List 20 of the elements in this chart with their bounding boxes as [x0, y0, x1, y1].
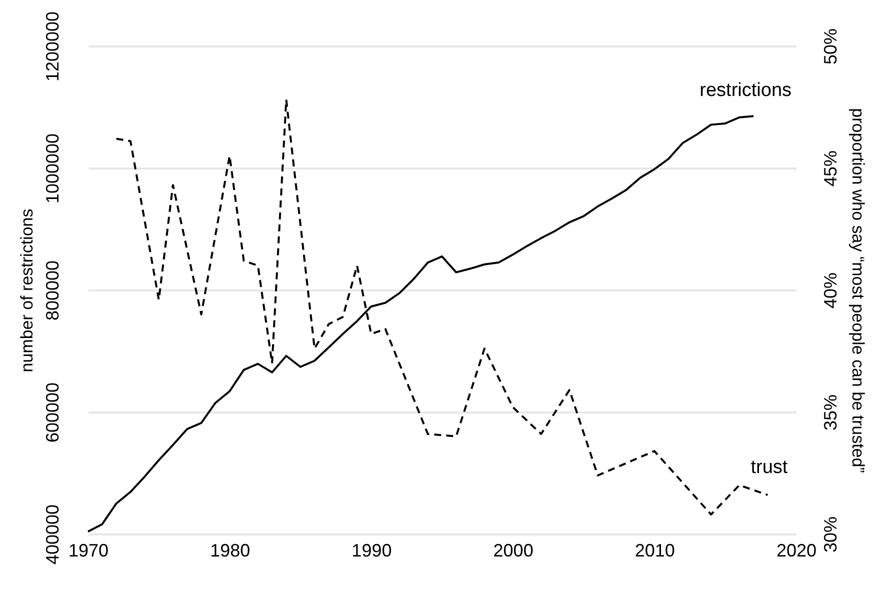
- y2-axis-title: proportion who say “most people can be trusted”: [848, 108, 868, 474]
- x-tick-label: 1970: [68, 540, 109, 560]
- y2-tick-label: 30%: [820, 516, 840, 553]
- y2-tick-label: 35%: [820, 394, 840, 431]
- y2-tick-label: 40%: [820, 272, 840, 309]
- x-tick-label: 1980: [210, 540, 250, 560]
- x-tick-label: 2000: [493, 540, 534, 560]
- x-tick-label: 1990: [352, 540, 392, 560]
- y-tick-label: 1200000: [42, 11, 62, 82]
- x-tick-label: 2010: [634, 540, 675, 560]
- y-tick-label: 800000: [42, 260, 62, 321]
- x-tick-label: 2020: [776, 540, 817, 560]
- y2-tick-label: 45%: [820, 150, 840, 187]
- y-tick-label: 600000: [42, 382, 62, 443]
- y-tick-label: 1000000: [42, 133, 62, 204]
- series-label: restrictions: [700, 80, 792, 102]
- y2-tick-label: 50%: [820, 28, 840, 65]
- y-tick-label: 400000: [42, 504, 62, 565]
- y-axis-title: number of restrictions: [18, 208, 36, 372]
- series-label: trust: [750, 456, 788, 478]
